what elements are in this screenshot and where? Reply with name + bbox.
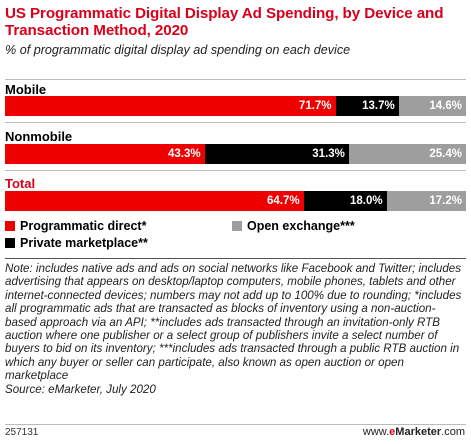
brand-e: e: [389, 426, 396, 438]
legend-item-programmatic-direct: Programmatic direct*: [5, 219, 146, 233]
note-text: Note: includes native ads and ads on soc…: [5, 262, 462, 383]
legend-label: Private marketplace**: [20, 236, 148, 250]
data-label: 71.7%: [298, 100, 332, 112]
chart-id: 257131: [5, 427, 39, 438]
legend-item-open-exchange: Open exchange***: [232, 219, 355, 233]
legend-swatch-gray: [232, 221, 242, 231]
bar-segment-private-marketplace: 13.7%: [335, 96, 399, 116]
divider-footer: [5, 424, 466, 425]
data-label: 64.7%: [266, 195, 300, 207]
brand-suffix: .com: [441, 426, 465, 438]
bar-segment-open-exchange: 25.4%: [348, 144, 466, 164]
bar-segment-open-exchange: 17.2%: [386, 191, 466, 211]
bar-segment-programmatic-direct: 64.7%: [5, 191, 304, 211]
divider-note: [5, 258, 466, 259]
bar-segment-open-exchange: 14.6%: [398, 96, 466, 116]
brand-prefix: www.: [362, 426, 390, 438]
legend-item-private-marketplace: Private marketplace**: [5, 236, 148, 250]
category-label-nonmobile: Nonmobile: [5, 129, 73, 144]
bar-row-total: 64.7% 18.0% 17.2%: [5, 191, 466, 211]
emarketer-logo[interactable]: www.eMarketer.com: [363, 426, 465, 438]
chart-title: US Programmatic Digital Display Ad Spend…: [5, 5, 444, 39]
data-label: 14.6%: [429, 100, 462, 112]
legend-swatch-black: [5, 238, 15, 248]
category-label-total: Total: [5, 176, 36, 191]
divider-1: [5, 122, 466, 123]
bar-segment-programmatic-direct: 71.7%: [5, 96, 336, 116]
legend-label: Programmatic direct*: [20, 219, 147, 233]
data-label: 13.7%: [362, 100, 395, 112]
data-label: 25.4%: [429, 148, 462, 160]
data-label: 31.3%: [312, 148, 345, 160]
data-label: 43.3%: [168, 148, 201, 160]
bar-row-nonmobile: 43.3% 31.3% 25.4%: [5, 144, 466, 164]
brand-name: Marketer: [395, 426, 442, 438]
source-text: Source: eMarketer, July 2020: [5, 382, 156, 396]
bar-segment-private-marketplace: 18.0%: [303, 191, 387, 211]
category-label-mobile: Mobile: [5, 82, 47, 97]
bar-segment-private-marketplace: 31.3%: [204, 144, 349, 164]
chart-subtitle: % of programmatic digital display ad spe…: [5, 43, 351, 57]
legend-label: Open exchange***: [247, 219, 355, 233]
data-label: 18.0%: [350, 195, 383, 207]
legend-swatch-red: [5, 221, 15, 231]
chart-note: Note: includes native ads and ads on soc…: [5, 262, 467, 396]
divider-top: [5, 79, 466, 80]
bar-segment-programmatic-direct: 43.3%: [5, 144, 205, 164]
divider-2: [5, 170, 466, 171]
data-label: 17.2%: [429, 195, 462, 207]
bar-row-mobile: 71.7% 13.7% 14.6%: [5, 96, 466, 116]
